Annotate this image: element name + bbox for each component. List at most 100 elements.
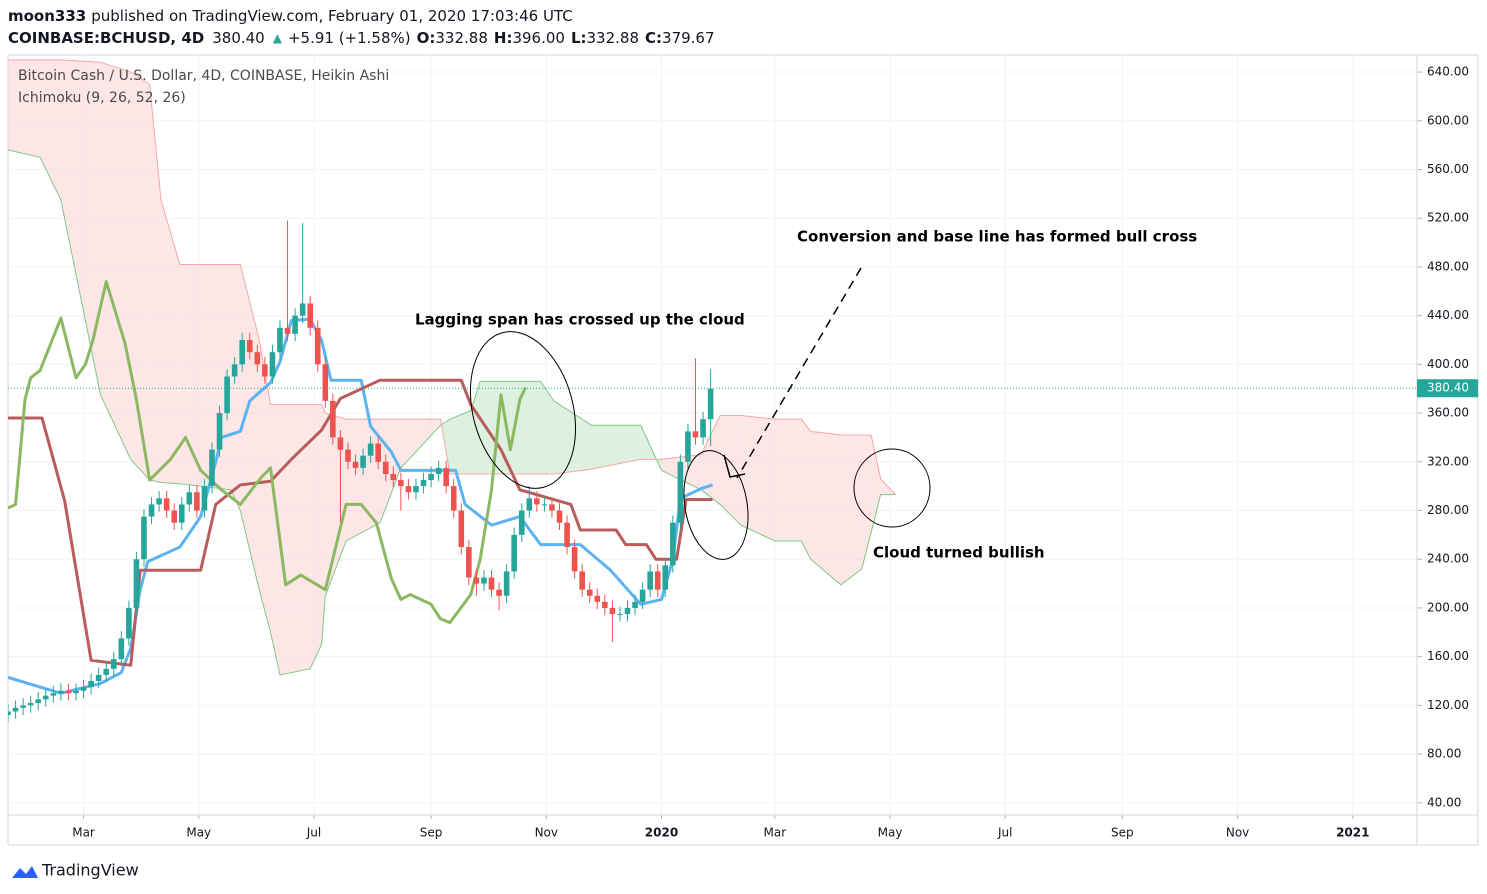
candle-body <box>314 327 321 365</box>
y-tick-label: 160.00 <box>1427 649 1469 663</box>
candle-body <box>186 492 193 505</box>
y-tick-label: 440.00 <box>1427 308 1469 322</box>
y-tick-label: 640.00 <box>1427 65 1469 79</box>
cloud-segment <box>60 59 101 395</box>
y-tick-label: 520.00 <box>1427 211 1469 225</box>
candle-body <box>662 565 669 590</box>
quote-line: COINBASE:BCHUSD, 4D 380.40 ▲ +5.91 (+1.58%)… <box>8 29 715 47</box>
candle-body <box>118 638 125 660</box>
candle-body <box>360 455 366 468</box>
candle-body <box>88 681 94 688</box>
candle-body <box>518 510 525 535</box>
candle-body <box>617 614 623 616</box>
indicator-legend: Ichimoku (9, 26, 52, 26) <box>18 90 186 106</box>
cloud-segment <box>259 340 271 633</box>
cloud-segment <box>179 264 231 490</box>
footer-logo: TradingView <box>12 861 139 880</box>
candle-body <box>163 498 170 511</box>
candle-body <box>549 504 555 511</box>
cloud-segment <box>840 435 862 585</box>
candle-body <box>503 571 510 596</box>
x-tick-label: Jul <box>306 826 321 840</box>
candle-body <box>216 413 223 450</box>
annotation: Conversion and base line has formed bull… <box>797 228 1197 246</box>
annotation: Lagging span has crossed up the cloud <box>415 311 745 329</box>
chart-frame <box>7 54 1479 846</box>
candle-body <box>670 522 676 566</box>
candle-body <box>95 674 102 682</box>
circle <box>853 448 931 528</box>
candle-body <box>337 437 344 450</box>
candle-body <box>624 607 631 615</box>
y-tick-label: 200.00 <box>1427 600 1469 614</box>
candle-body <box>647 571 653 590</box>
candle-body <box>677 461 684 523</box>
candle-body <box>12 707 19 712</box>
candle-body <box>209 449 215 487</box>
cloud-segment <box>720 415 741 526</box>
candle-body <box>420 480 427 487</box>
candle-body <box>496 589 502 596</box>
cloud-segment <box>801 419 811 560</box>
annotation: Cloud turned bullish <box>873 544 1045 562</box>
candle-body <box>307 303 313 328</box>
candle-body <box>428 473 434 481</box>
cloud-segment <box>40 59 61 200</box>
candle-body <box>58 690 64 694</box>
x-tick-label: Nov <box>535 826 558 840</box>
candle-body <box>141 516 147 560</box>
x-tick-label: 2021 <box>1336 826 1369 840</box>
candle-body <box>73 690 79 694</box>
y-tick-label: 600.00 <box>1427 113 1469 127</box>
x-tick-label: Mar <box>764 826 787 840</box>
candle-body <box>27 702 34 706</box>
candles <box>8 220 714 723</box>
candle-body <box>382 461 389 474</box>
c-label: C: <box>645 29 662 47</box>
candle-body <box>50 693 57 696</box>
price: 380.40 <box>212 29 265 47</box>
h: 396.00 <box>512 29 565 47</box>
candle-body <box>473 577 480 584</box>
candle-body <box>602 601 608 608</box>
candle-body <box>443 467 449 487</box>
o-label: O: <box>417 29 436 47</box>
y-tick-label: 480.00 <box>1427 259 1469 273</box>
candle-body <box>692 431 699 438</box>
x-tick-label: Jul <box>997 826 1012 840</box>
cloud-segment <box>100 62 131 460</box>
candle-body <box>80 687 87 691</box>
y-tick-label: 240.00 <box>1427 552 1469 566</box>
candle-body <box>352 461 359 468</box>
cloud-segment <box>8 59 41 158</box>
change: +5.91 (+1.58%) <box>288 29 411 47</box>
candle-body <box>126 607 132 639</box>
candle-body <box>450 486 457 511</box>
o: 332.88 <box>435 29 488 47</box>
candle-body <box>526 498 533 511</box>
circle <box>683 450 749 560</box>
x-tick-label: May <box>186 826 211 840</box>
cloud-segment <box>774 419 802 541</box>
h-label: H: <box>494 29 513 47</box>
candle-body <box>707 388 714 420</box>
last-price-label: 380.40 <box>1427 381 1469 395</box>
cloud-segment <box>149 84 161 483</box>
candle-body <box>632 601 638 608</box>
candle-body <box>171 510 178 523</box>
candle-body <box>488 577 495 590</box>
candle-body <box>654 571 661 590</box>
y-tick-label: 280.00 <box>1427 503 1469 517</box>
candle-body <box>110 659 117 669</box>
span-b <box>8 59 897 496</box>
cloud-segment <box>540 381 554 474</box>
l: 332.88 <box>587 29 640 47</box>
candle-body <box>178 504 185 523</box>
cloud-segment <box>321 404 326 645</box>
y-tick-label: 400.00 <box>1427 357 1469 371</box>
last-price-box <box>1417 379 1478 398</box>
candle-body <box>194 492 200 511</box>
candle-body <box>65 690 72 694</box>
arrow-line <box>736 267 862 479</box>
